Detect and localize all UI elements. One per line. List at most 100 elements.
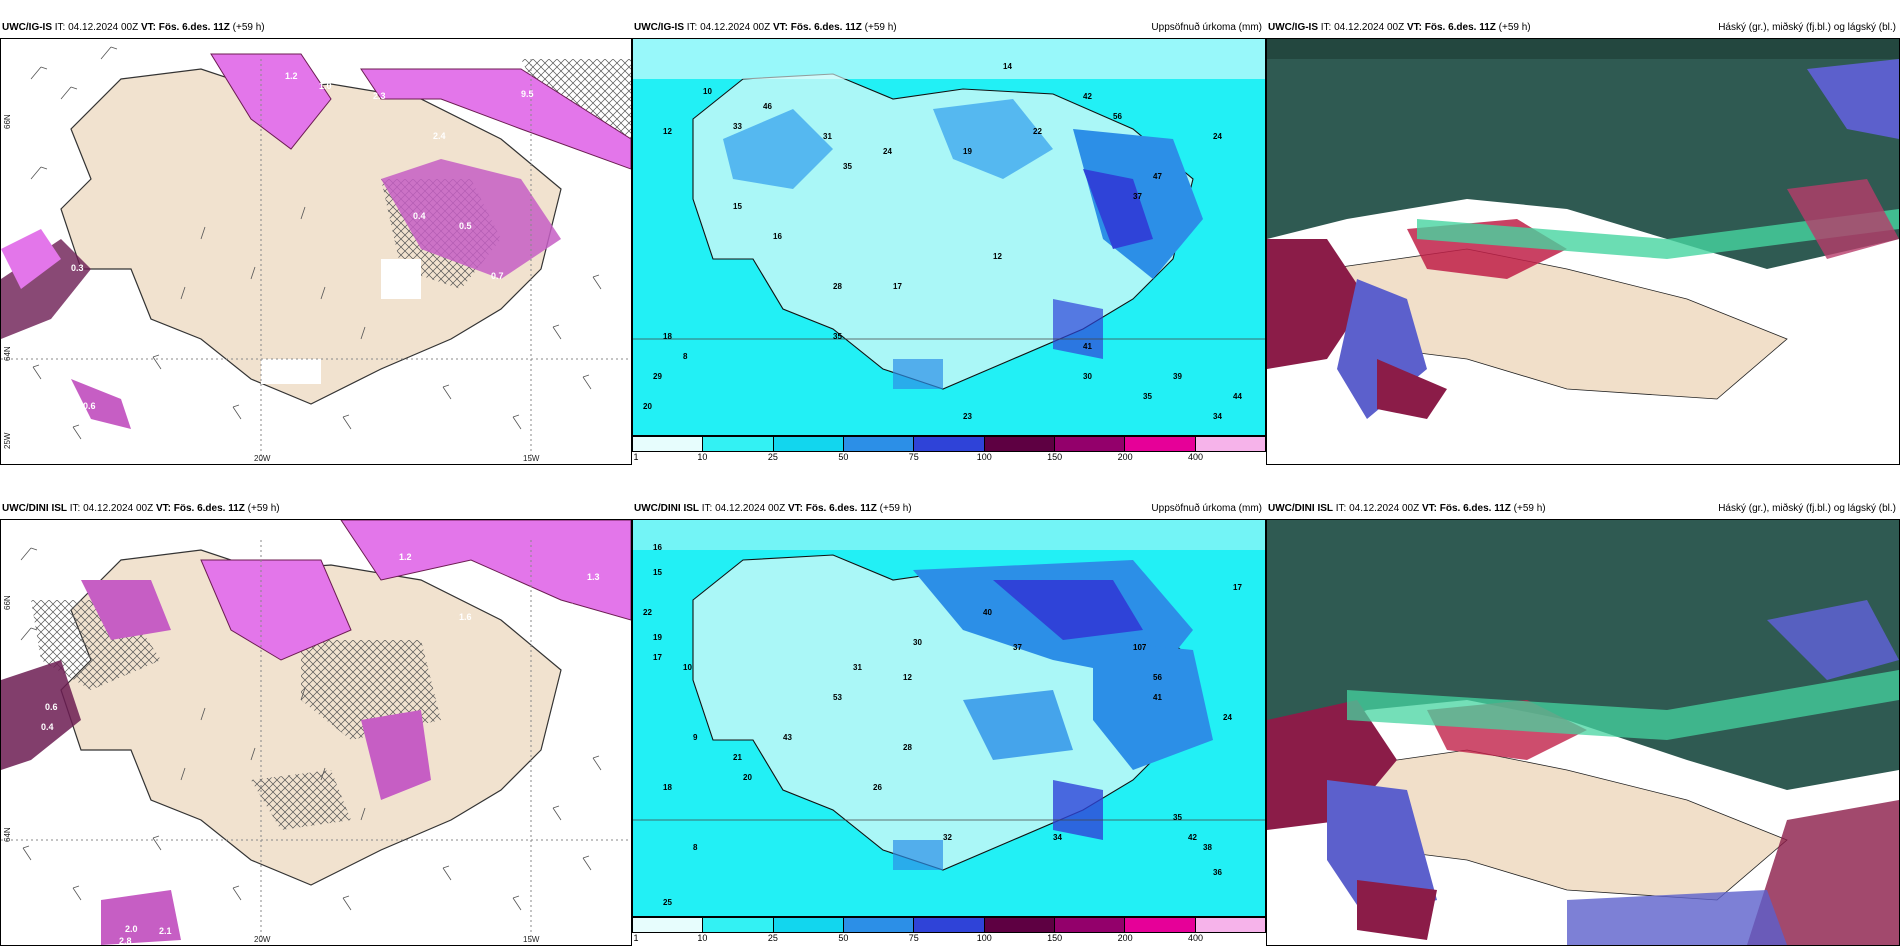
mid-cloud-south xyxy=(1567,890,1787,945)
iceland-land xyxy=(1326,749,1788,901)
precip-total: 56 xyxy=(1113,112,1122,121)
precip-total: 15 xyxy=(653,568,662,577)
panel-title: UWC/IG-IS IT: 04.12.2024 00Z VT: Fös. 6.… xyxy=(1266,18,1900,38)
precip-area-nw xyxy=(81,580,171,640)
low-cloud-west xyxy=(1267,239,1367,369)
init-time: IT: 04.12.2024 00Z xyxy=(54,22,139,33)
precip-area-west2 xyxy=(1,229,61,289)
colorbar-segment xyxy=(984,437,1055,451)
precip-value: 1.3 xyxy=(587,572,600,582)
colorbar-tick: 10 xyxy=(697,452,708,462)
precip-total: 41 xyxy=(1083,342,1092,351)
precip-value: 0.4 xyxy=(41,722,54,732)
init-time: IT: 04.12.2024 00Z xyxy=(69,503,154,514)
precip-value: 2.8 xyxy=(119,936,132,945)
precip-area-ne xyxy=(340,520,631,621)
colorbar-tick: 1 xyxy=(633,933,639,943)
colorbar-segment xyxy=(773,918,844,932)
precip-totals: 16 15 22 19 17 10 9 21 20 18 8 25 30 53 … xyxy=(643,543,1242,907)
colorbar xyxy=(632,917,1266,933)
precip-total: 20 xyxy=(643,402,652,411)
map-svg: 14 10 12 33 46 31 35 24 19 22 56 42 37 4… xyxy=(633,39,1265,435)
colorbar-segment xyxy=(914,918,985,932)
colorbar-tick: 400 xyxy=(1188,452,1204,462)
colorbar-segment xyxy=(984,918,1055,932)
colorbar-segment xyxy=(1054,437,1126,451)
panel-title: UWC/DINI ISL IT: 04.12.2024 00Z VT: Fös.… xyxy=(0,499,632,519)
colorbar-segment xyxy=(633,918,704,932)
precip-total: 18 xyxy=(663,332,672,341)
model-name: UWC/IG-IS xyxy=(1268,22,1318,33)
lead-time: (+59 h) xyxy=(1513,503,1546,514)
panel-row2-mid: UWC/DINI ISL IT: 04.12.2024 00Z VT: Fös.… xyxy=(632,499,1266,946)
hatched-region-s xyxy=(251,770,351,830)
valid-time: VT: Fös. 6.des. 11Z xyxy=(1406,22,1496,33)
precip-total: 24 xyxy=(1223,713,1232,722)
colorbar-tick: 75 xyxy=(908,452,919,462)
colorbar-segment xyxy=(703,918,774,932)
precip-core-north xyxy=(993,580,1143,640)
lead-time: (+59 h) xyxy=(1498,22,1531,33)
field-name: Uppsöfnuð úrkoma (mm) xyxy=(1151,503,1262,514)
colorbar-tick: 100 xyxy=(976,933,992,943)
colorbar-segment xyxy=(703,437,774,451)
precip-value: 0.4 xyxy=(561,602,574,612)
colorbar-tick: 150 xyxy=(1047,933,1063,943)
init-time: IT: 04.12.2024 00Z xyxy=(1320,22,1405,33)
panel-title: UWC/IG-IS IT: 04.12.2024 00Z VT: Fös. 6.… xyxy=(0,18,632,38)
precip-value: 1.0 xyxy=(319,81,332,91)
precip-value: 9.5 xyxy=(521,89,534,99)
precip-core-east xyxy=(1083,169,1153,249)
colorbar-segment xyxy=(1125,437,1196,451)
precip-value: 1.2 xyxy=(285,71,298,81)
colorbar-tick: 50 xyxy=(838,452,849,462)
precip-value: 0.6 xyxy=(83,401,96,411)
low-cloud-sw xyxy=(1357,880,1437,940)
low-cloud-sw xyxy=(1377,359,1447,419)
colorbar-tick: 10 xyxy=(697,933,708,943)
precip-total: 19 xyxy=(963,147,972,156)
precip-total: 28 xyxy=(903,743,912,752)
precip-core-sw xyxy=(893,840,943,870)
colorbar-segment xyxy=(1125,918,1196,932)
lat-label-25w: 25W xyxy=(3,432,12,449)
precip-value: 1.7 xyxy=(451,582,464,592)
precip-value: 2.4 xyxy=(433,131,446,141)
low-cloud-se xyxy=(1747,800,1899,945)
lon-label-15w: 15W xyxy=(523,935,540,944)
high-cloud-band xyxy=(1417,209,1899,259)
precip-total: 23 xyxy=(963,412,972,421)
valid-time: VT: Fös. 6.des. 11Z xyxy=(140,22,230,33)
init-time: IT: 04.12.2024 00Z xyxy=(686,22,771,33)
colorbar-segment xyxy=(633,437,704,451)
dry-patch-south xyxy=(261,359,321,384)
panel-row1-mid: UWC/IG-IS IT: 04.12.2024 00Z VT: Fös. 6.… xyxy=(632,18,1266,465)
precip-total: 37 xyxy=(1133,192,1142,201)
precip-total: 35 xyxy=(1143,392,1152,401)
model-name: UWC/DINI ISL xyxy=(634,503,699,514)
precip-total: 25 xyxy=(663,898,672,907)
precip-total: 31 xyxy=(823,132,832,141)
lead-time: (+59 h) xyxy=(879,503,912,514)
precip-total: 16 xyxy=(773,232,782,241)
colorbar-ticks: 1 10 25 50 75 100 150 200 400 xyxy=(632,452,1266,464)
precip-total: 12 xyxy=(993,252,1002,261)
precip-total: 31 xyxy=(853,663,862,672)
valid-time: VT: Fös. 6.des. 11Z xyxy=(155,503,245,514)
precip-value: 0.5 xyxy=(459,221,472,231)
panel-row2-left: UWC/DINI ISL IT: 04.12.2024 00Z VT: Fös.… xyxy=(0,499,632,946)
valid-time: VT: Fös. 6.des. 11Z xyxy=(772,22,862,33)
panel-title: UWC/DINI ISL IT: 04.12.2024 00Z VT: Fös.… xyxy=(632,499,1266,519)
lon-label-20w: 20W xyxy=(254,454,271,463)
low-cloud-east xyxy=(1787,179,1899,259)
init-time: IT: 04.12.2024 00Z xyxy=(701,503,786,514)
precip-total: 34 xyxy=(1213,412,1222,421)
precip-total: 38 xyxy=(1203,843,1212,852)
precip-total: 42 xyxy=(1083,92,1092,101)
cloud-cover-map xyxy=(1266,519,1900,946)
mid-cloud-west xyxy=(1327,780,1437,920)
precip-total: 24 xyxy=(1213,132,1222,141)
lat-label-64n: 64N xyxy=(3,346,12,361)
precip-total: 14 xyxy=(1003,62,1012,71)
lon-label-15w: 15W xyxy=(523,454,540,463)
